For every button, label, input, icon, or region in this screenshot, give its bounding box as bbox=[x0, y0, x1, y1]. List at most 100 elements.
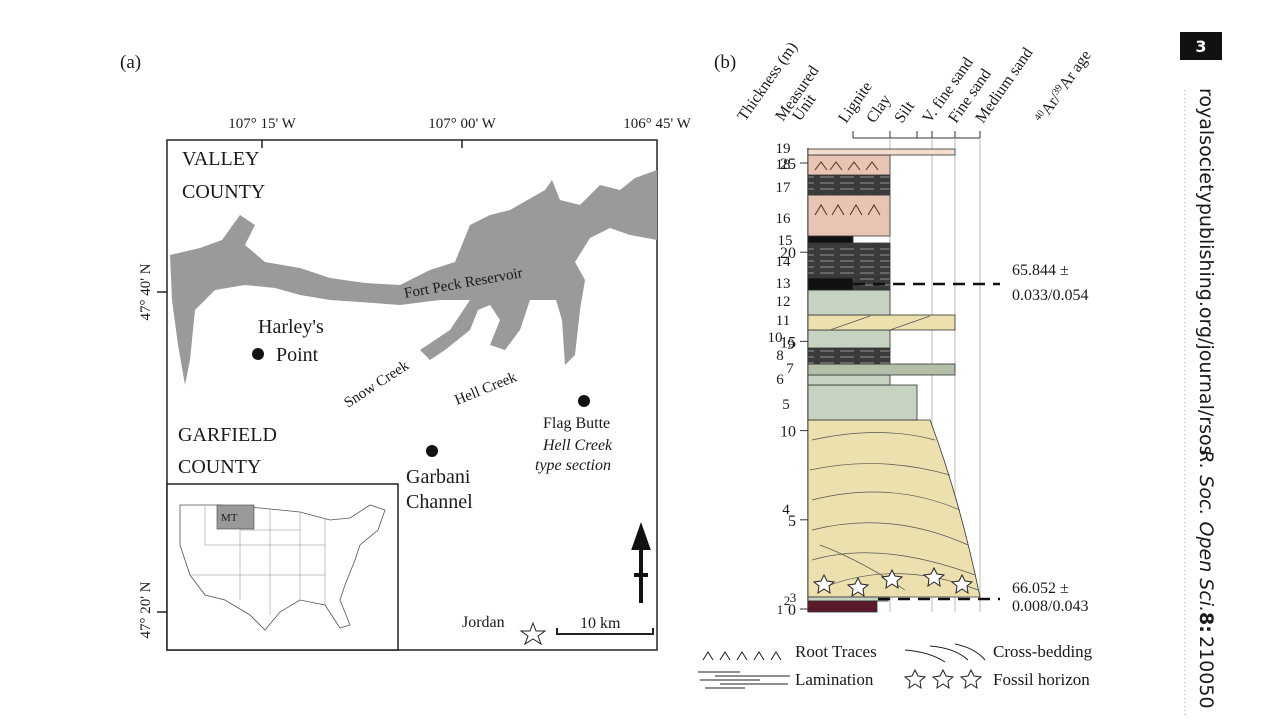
locality: Hell Creek bbox=[542, 437, 613, 454]
volume: 8: bbox=[1195, 612, 1217, 633]
grain-scale bbox=[852, 131, 981, 139]
fossil-stars bbox=[812, 566, 974, 598]
bed-11-lines bbox=[829, 315, 931, 331]
tick-label: 0 bbox=[788, 602, 796, 619]
unit-label: 1 bbox=[777, 602, 784, 617]
bed-5 bbox=[807, 384, 918, 421]
us-outline bbox=[179, 504, 386, 631]
journal-name: R. Soc. Open Sci. bbox=[1195, 450, 1217, 612]
legend-label: Lamination bbox=[795, 670, 874, 689]
longitude-label: 107° 00' W bbox=[428, 116, 496, 132]
unit-label: 8 bbox=[776, 348, 784, 364]
unit-label: 16 bbox=[776, 211, 792, 227]
column-headers: Thickness (m) Measured Unit Lignite Clay… bbox=[734, 39, 1094, 126]
county: VALLEY bbox=[182, 148, 259, 170]
county: COUNTY bbox=[182, 181, 265, 203]
grain-size: Silt bbox=[891, 98, 918, 126]
jordan-star bbox=[519, 621, 547, 646]
tick-label: 20 bbox=[780, 245, 796, 262]
bed-12 bbox=[807, 289, 891, 316]
legend-star-icon bbox=[903, 668, 983, 690]
bed-4 bbox=[807, 419, 981, 598]
bed-14-15 bbox=[807, 242, 891, 279]
latitude-label: 47° 20' N bbox=[138, 581, 154, 638]
locality: Flag Butte bbox=[543, 415, 610, 432]
legend-root-icon bbox=[702, 651, 782, 661]
unit-label: 2 bbox=[784, 593, 791, 608]
page-number-box bbox=[1180, 32, 1222, 60]
locality: Harley's bbox=[258, 316, 324, 338]
locality: Channel bbox=[406, 491, 473, 513]
inset-label: MT bbox=[221, 512, 238, 524]
root-traces bbox=[814, 161, 881, 216]
montana bbox=[216, 504, 255, 530]
legend: Root Traces Cross-bedding Lamination Fos… bbox=[698, 642, 1093, 690]
county: COUNTY bbox=[178, 456, 261, 478]
panel-label: (b) bbox=[714, 52, 736, 73]
tick-label: 5 bbox=[788, 513, 796, 530]
legend-label: Root Traces bbox=[795, 642, 877, 661]
locality-dot bbox=[426, 445, 438, 457]
scale-bar bbox=[556, 628, 654, 635]
bed-8-9 bbox=[807, 347, 891, 365]
age: 65.844 ± bbox=[1012, 262, 1069, 279]
tick-label: 10 bbox=[780, 424, 796, 441]
journal-url: royalsocietypublishing.org/journal/rsos bbox=[1195, 88, 1217, 456]
bed-1 bbox=[807, 600, 878, 613]
unit-label: 14 bbox=[776, 254, 792, 270]
unit-label: 15 bbox=[778, 233, 793, 249]
cross-bedding bbox=[809, 432, 979, 591]
panel-label: (a) bbox=[120, 52, 141, 73]
bed-17 bbox=[807, 174, 891, 196]
bed-18 bbox=[807, 154, 891, 176]
map-axis-labels: 107° 15' W 107° 00' W 106° 45' W 47° 40'… bbox=[138, 116, 692, 639]
unit-label: 4 bbox=[782, 502, 790, 518]
unit-label: 5 bbox=[782, 397, 790, 413]
bed-15-lignite bbox=[807, 235, 854, 244]
unit-label: 17 bbox=[776, 180, 792, 196]
article-number: 210050 bbox=[1195, 636, 1217, 709]
locality: Point bbox=[276, 344, 319, 366]
unit-label: 18 bbox=[776, 157, 791, 173]
state-lines bbox=[190, 505, 326, 615]
longitude-label: 106° 45' W bbox=[623, 116, 691, 132]
map-ticks bbox=[157, 140, 463, 613]
bed-2-3 bbox=[807, 596, 889, 602]
legend-crossbed-icon bbox=[904, 643, 986, 663]
age-header-part: Ar age bbox=[1056, 47, 1095, 92]
running-header: royalsocietypublishing.org/journal/rsos … bbox=[1195, 88, 1217, 709]
locality-dot bbox=[252, 348, 264, 360]
unit-label: 13 bbox=[776, 276, 791, 292]
locality: type section bbox=[535, 457, 611, 474]
legend-label: Cross-bedding bbox=[993, 642, 1093, 661]
beds bbox=[807, 148, 981, 613]
bed-6 bbox=[807, 374, 891, 386]
scale-bar-label: 10 km bbox=[580, 615, 621, 632]
legend-label: Fossil horizon bbox=[993, 670, 1090, 689]
age-header: 40Ar/39Ar age bbox=[1032, 47, 1094, 126]
tick-label: 15 bbox=[780, 334, 796, 351]
bed-11 bbox=[807, 314, 956, 331]
age: 66.052 ± bbox=[1012, 580, 1069, 597]
bed-19 bbox=[807, 148, 956, 156]
bed-10 bbox=[807, 329, 891, 349]
latitude-label: 47° 40' N bbox=[138, 263, 154, 320]
north-arrow bbox=[631, 521, 651, 603]
bed-7 bbox=[807, 363, 956, 376]
locality: Jordan bbox=[462, 614, 505, 631]
unit-label: 3 bbox=[790, 590, 797, 605]
unit-label: 7 bbox=[786, 361, 794, 377]
page-number: 3 bbox=[1195, 37, 1206, 56]
age-lines bbox=[853, 282, 1000, 601]
longitude-label: 107° 15' W bbox=[228, 116, 296, 132]
unit-label: 9 bbox=[787, 337, 795, 353]
bed-16 bbox=[807, 194, 891, 237]
county: GARFIELD bbox=[178, 424, 277, 446]
bed-13-lignite bbox=[807, 277, 854, 291]
age: 0.033/0.054 bbox=[1012, 287, 1088, 304]
locality: Garbani bbox=[406, 466, 471, 488]
